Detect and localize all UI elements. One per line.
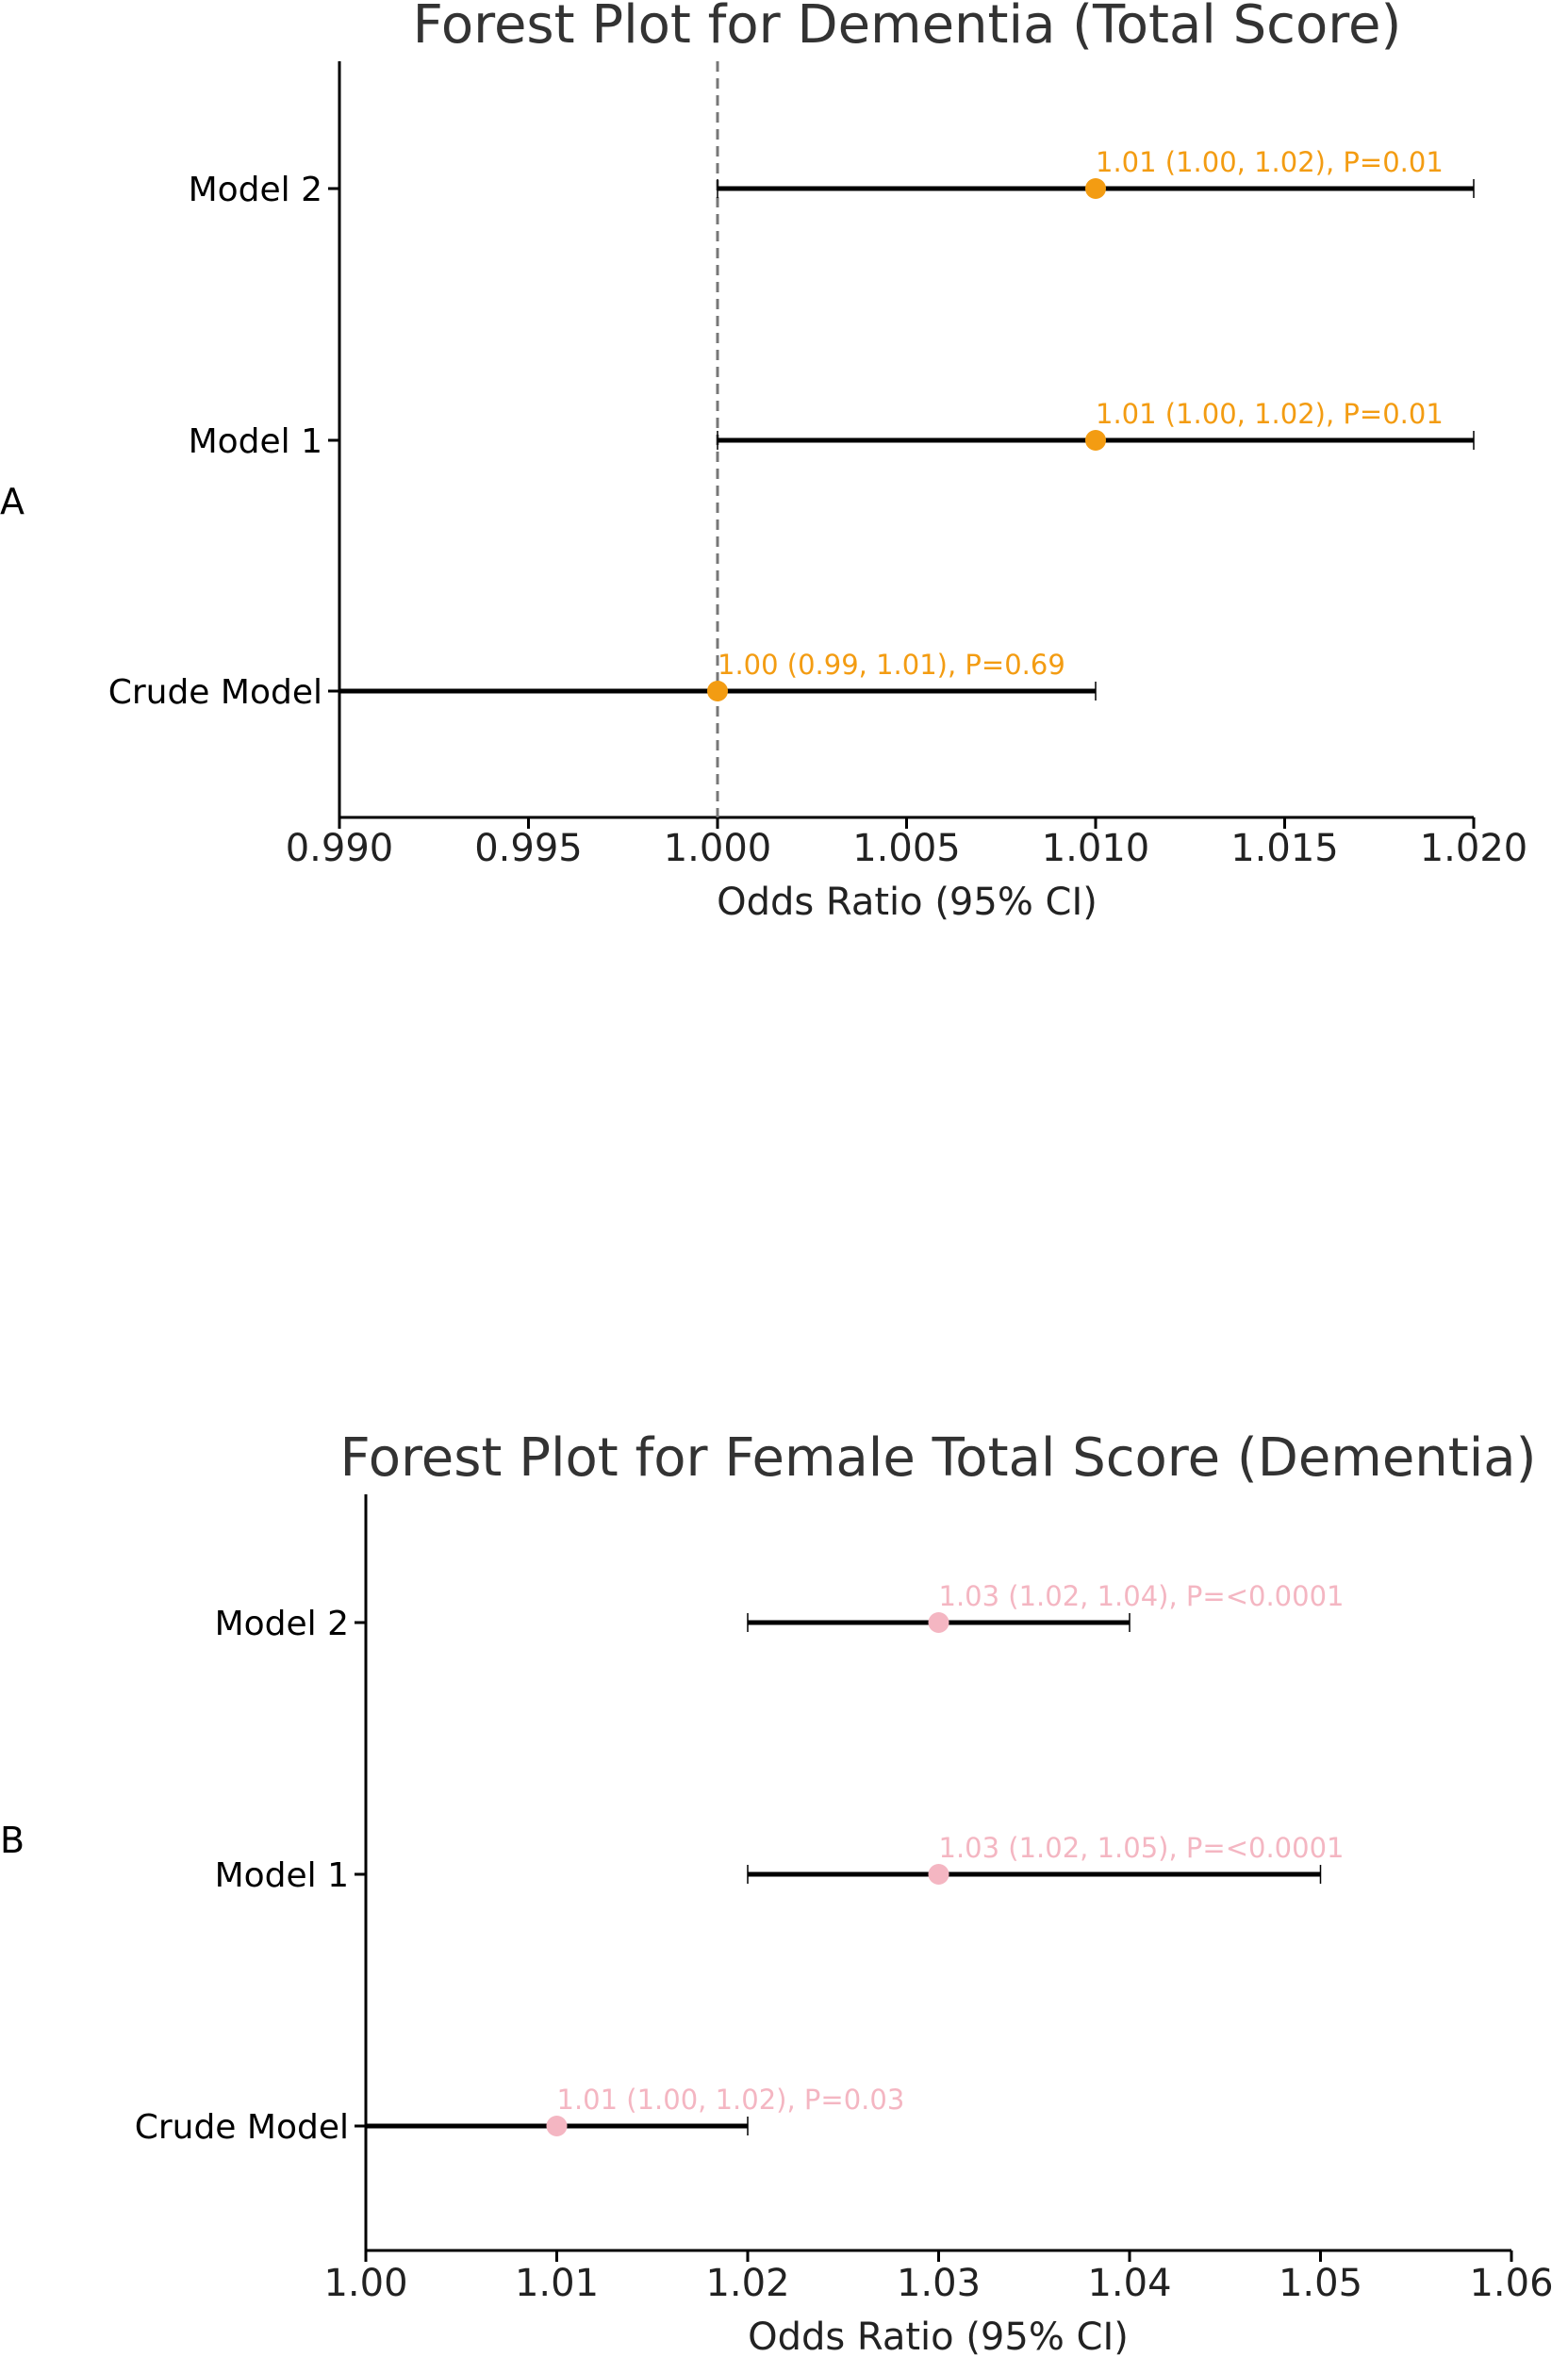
panel-a-row-label: Crude Model [108, 673, 322, 712]
panel-b: B Forest Plot for Female Total Score (De… [0, 1427, 1554, 2357]
panel-a-point-estimate [1085, 430, 1106, 451]
panel-a-x-axis-label: Odds Ratio (95% CI) [717, 881, 1098, 924]
panel-b-row-label: Model 1 [215, 1856, 349, 1895]
panel-a-x-tick-label: 0.995 [474, 827, 583, 870]
panel-a-point-estimate [707, 681, 728, 701]
panel-a-x-tick-label: 1.015 [1230, 827, 1339, 870]
panel-b-data-label: 1.03 (1.02, 1.05), P=<0.0001 [939, 1832, 1345, 1864]
panel-a-x-tick-label: 1.000 [664, 827, 772, 870]
panel-b-title: Forest Plot for Female Total Score (Deme… [340, 1427, 1537, 1489]
panel-a: A Forest Plot for Dementia (Total Score)… [0, 0, 1527, 924]
panel-a-data-label: 1.01 (1.00, 1.02), P=0.01 [1096, 146, 1444, 178]
panel-b-x-tick-label: 1.04 [1087, 2262, 1171, 2305]
panel-a-x-tick-label: 1.020 [1420, 827, 1528, 870]
panel-a-row-label: Model 1 [189, 422, 322, 461]
panel-b-data-label: 1.01 (1.00, 1.02), P=0.03 [557, 2084, 905, 2116]
panel-b-x-tick-label: 1.02 [705, 2262, 789, 2305]
panel-a-data-label: 1.01 (1.00, 1.02), P=0.01 [1096, 398, 1444, 430]
panel-a-title: Forest Plot for Dementia (Total Score) [413, 0, 1402, 56]
panel-a-x-tick-label: 0.990 [286, 827, 394, 870]
panel-b-plot-area: 1.00 1.01 1.02 1.03 1.04 1.05 1.06 Model 2 1.03 … [135, 1494, 1554, 2305]
panel-letter-a: A [0, 481, 25, 522]
panel-a-plot-area: 0.990 0.995 1.000 1.005 1.010 1.015 1.020 Model… [108, 61, 1528, 870]
panel-b-row-label: Model 2 [215, 1605, 349, 1643]
panel-a-row-label: Model 2 [189, 171, 322, 209]
panel-b-point-estimate [928, 1864, 949, 1885]
panel-a-x-tick-label: 1.010 [1042, 827, 1150, 870]
panel-b-row-label: Crude Model [135, 2108, 349, 2147]
panel-a-x-tick-label: 1.005 [852, 827, 961, 870]
panel-b-x-tick-label: 1.03 [897, 2262, 981, 2305]
panel-b-data-label: 1.03 (1.02, 1.04), P=<0.0001 [939, 1580, 1345, 1612]
panel-a-data-label: 1.00 (0.99, 1.01), P=0.69 [718, 649, 1065, 681]
panel-b-x-axis-label: Odds Ratio (95% CI) [748, 2316, 1129, 2357]
panel-b-x-tick-label: 1.06 [1469, 2262, 1553, 2305]
panel-b-x-tick-label: 1.05 [1279, 2262, 1362, 2305]
panel-b-point-estimate [928, 1612, 949, 1633]
panel-letter-b: B [0, 1820, 25, 1861]
panel-b-point-estimate [546, 2116, 568, 2136]
panel-a-point-estimate [1085, 178, 1106, 199]
panel-b-x-tick-label: 1.00 [323, 2262, 407, 2305]
panel-b-x-tick-label: 1.01 [515, 2262, 599, 2305]
